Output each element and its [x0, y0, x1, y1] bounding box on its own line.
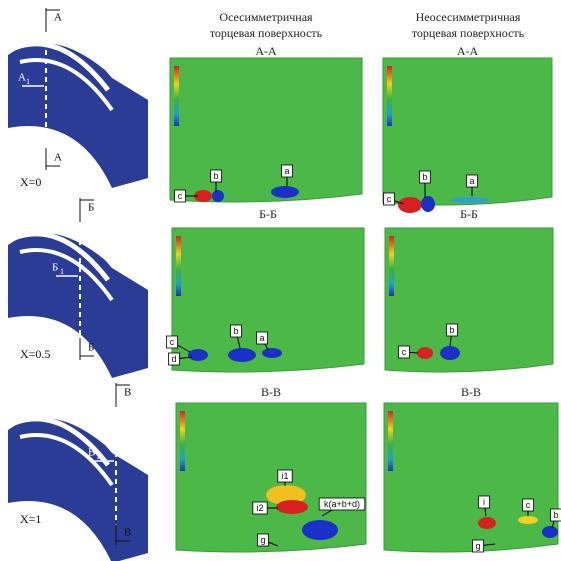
section-mark: А: [54, 152, 62, 164]
vortex: [212, 190, 224, 202]
vortex: [188, 349, 208, 361]
callout-label: g: [475, 541, 480, 551]
column-title: Осесимметричная: [219, 10, 313, 24]
callout-label: c: [402, 347, 407, 357]
section-mark: А: [54, 12, 62, 24]
vortex: [228, 348, 256, 362]
color-legend: [388, 411, 393, 471]
x-label: X=1: [20, 512, 41, 526]
callout-label: i1: [281, 471, 288, 481]
callout-label: g: [260, 535, 265, 545]
callout-label: a: [469, 176, 474, 186]
section-mark: Б: [52, 262, 58, 274]
color-legend: [180, 411, 185, 471]
flow-field: [170, 58, 362, 202]
panel-label: А-А: [457, 44, 479, 58]
vortex: [417, 347, 433, 359]
blade: [8, 418, 148, 561]
callout-label: c: [178, 191, 183, 201]
vortex: [440, 346, 460, 360]
flow-field: [384, 403, 558, 552]
color-legend: [174, 66, 179, 126]
callout-label: a: [259, 333, 264, 343]
callout-label: b: [422, 172, 427, 182]
vortex: [518, 516, 538, 524]
flow-field: [385, 228, 553, 372]
vortex: [276, 500, 308, 514]
x-label: X=0: [20, 175, 41, 189]
callout-label: b: [233, 326, 238, 336]
color-legend: [176, 236, 181, 296]
vortex: [271, 186, 299, 198]
section-mark: Б: [88, 342, 94, 354]
callout-label: b: [449, 325, 454, 335]
panel-label: В-В: [461, 385, 481, 399]
section-mark-sub: 1: [96, 452, 100, 461]
column-title: торцевая поверхность: [210, 26, 323, 40]
vortex: [398, 197, 422, 213]
panel-label: В-В: [261, 385, 281, 399]
callout-label: i2: [256, 503, 263, 513]
column-title: Неосесимметричная: [416, 10, 521, 24]
section-mark: Б: [88, 202, 94, 214]
vortex: [542, 526, 558, 538]
vortex: [478, 517, 496, 529]
section-mark: В: [124, 527, 131, 539]
vortex: [302, 520, 338, 540]
callout-label: c: [387, 194, 392, 204]
color-legend: [389, 236, 394, 296]
vortex: [262, 348, 282, 358]
panel-label: Б-Б: [460, 207, 478, 221]
callout-label: c: [526, 500, 531, 510]
callout-label: a: [284, 166, 289, 176]
section-mark: В: [124, 387, 131, 399]
callout-label: d: [171, 354, 176, 364]
panel-label: А-А: [255, 44, 277, 58]
color-legend: [387, 66, 392, 126]
callout-label: i: [483, 497, 485, 507]
blade: [8, 43, 148, 188]
panel-label: Б-Б: [259, 207, 277, 221]
callout-label: b: [553, 510, 558, 520]
figure: Осесимметричная торцевая поверхность Неосе…: [0, 0, 561, 561]
section-mark-sub: 1: [26, 77, 30, 86]
callout-label: b: [213, 171, 218, 181]
section-mark: В: [88, 447, 95, 459]
callout-label: c: [170, 337, 175, 347]
x-label: X=0.5: [20, 347, 50, 361]
section-mark-sub: 1: [60, 267, 64, 276]
vortex: [421, 196, 435, 212]
column-title: торцевая поверхность: [412, 26, 525, 40]
vortex: [450, 197, 490, 203]
section-mark: А: [18, 72, 26, 84]
callout-label: k(a+b+d): [324, 499, 360, 509]
